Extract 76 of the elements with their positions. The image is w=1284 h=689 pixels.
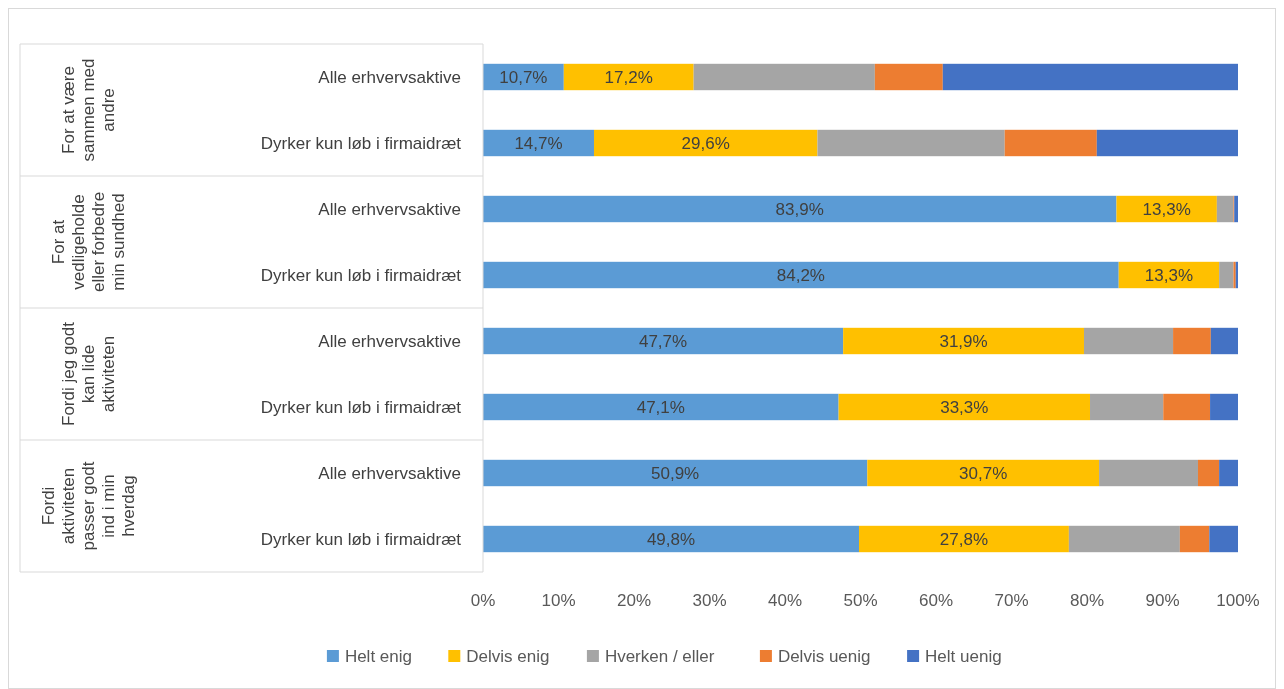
bar <box>817 129 1005 157</box>
legend-label: Delvis uenig <box>777 646 871 666</box>
bar <box>593 129 818 157</box>
bar <box>1068 525 1180 553</box>
text: Fordi jeg godt kan lide aktiviteten <box>58 321 118 426</box>
data-label: 31,9% <box>939 331 988 351</box>
bar <box>483 327 844 355</box>
text: For at være sammen med andre <box>58 58 118 162</box>
bar <box>483 261 1119 289</box>
y-tick-label: Alle erhvervsaktive <box>318 199 461 219</box>
bar <box>858 525 1069 553</box>
legend-label: Hverken / eller <box>604 646 715 666</box>
y-tick-label: Dyrker kun løb i firmaidræt <box>260 133 462 153</box>
bar <box>483 459 868 487</box>
bar <box>1099 459 1198 487</box>
bar <box>693 63 875 91</box>
bar <box>563 63 694 91</box>
legend-label: Delvis enig <box>466 646 550 666</box>
bar <box>483 393 839 421</box>
data-label: 33,3% <box>940 397 989 417</box>
bar <box>867 459 1100 487</box>
data-label: 29,6% <box>681 133 730 153</box>
legend-label: Helt uenig <box>925 646 1002 666</box>
x-tick-label: 40% <box>767 591 803 610</box>
x-tick-label: 0% <box>470 591 496 610</box>
bar <box>1173 327 1211 355</box>
x-tick-label: 80% <box>1069 591 1105 610</box>
x-tick-label: 10% <box>541 591 576 610</box>
data-label: 50,9% <box>651 463 700 483</box>
y-tick-label: Alle erhvervsaktive <box>318 331 461 351</box>
data-label: 84,2% <box>776 265 825 285</box>
data-label: 27,8% <box>939 529 989 549</box>
y-tick-label: Alle erhvervsaktive <box>318 463 461 483</box>
bar <box>1163 393 1211 421</box>
y-tick-label: Dyrker kun løb i firmaidræt <box>260 529 462 549</box>
bar <box>1209 525 1238 553</box>
bar <box>843 327 1084 355</box>
x-tick-label: 50% <box>843 591 878 610</box>
bar <box>1004 129 1097 157</box>
bar <box>1210 393 1238 421</box>
bar <box>1083 327 1174 355</box>
data-label: 17,2% <box>604 67 653 87</box>
data-label: 47,1% <box>636 397 685 417</box>
bar <box>942 63 1238 91</box>
bar <box>1216 195 1234 223</box>
bar <box>1219 459 1238 487</box>
bar <box>1219 261 1234 289</box>
bar <box>838 393 1091 421</box>
x-tick-label: 100% <box>1216 591 1260 610</box>
bar <box>1096 129 1238 157</box>
x-tick-label: 30% <box>692 591 727 610</box>
bar <box>1197 459 1220 487</box>
x-tick-label: 60% <box>918 591 954 610</box>
x-tick-label: 70% <box>994 591 1029 610</box>
y-tick-label: Alle erhvervsaktive <box>318 67 461 87</box>
data-label: 13,3% <box>1142 199 1191 219</box>
data-label: 30,7% <box>959 463 1008 483</box>
bar <box>1179 525 1210 553</box>
text: Fordi aktiviteten passer godt ind i min hverdag <box>38 461 138 551</box>
bar <box>874 63 943 91</box>
x-tick-label: 20% <box>616 591 652 610</box>
bar <box>483 195 1117 223</box>
y-tick-label: Dyrker kun løb i firmaidræt <box>260 265 462 285</box>
x-tick-label: 90% <box>1145 591 1180 610</box>
bar <box>1090 393 1164 421</box>
data-label: 49,8% <box>646 529 696 549</box>
data-label: 47,7% <box>638 331 688 351</box>
bar <box>1210 327 1238 355</box>
legend-label: Helt enig <box>344 646 413 666</box>
text: For at vedligeholde eller forbedre min sundhed <box>48 191 128 293</box>
data-label: 13,3% <box>1144 265 1194 285</box>
data-label: 10,7% <box>499 67 548 87</box>
data-label: 14,7% <box>514 133 563 153</box>
bar <box>483 525 859 553</box>
data-label: 83,9% <box>775 199 824 219</box>
y-tick-label: Dyrker kun løb i firmaidræt <box>260 397 462 417</box>
